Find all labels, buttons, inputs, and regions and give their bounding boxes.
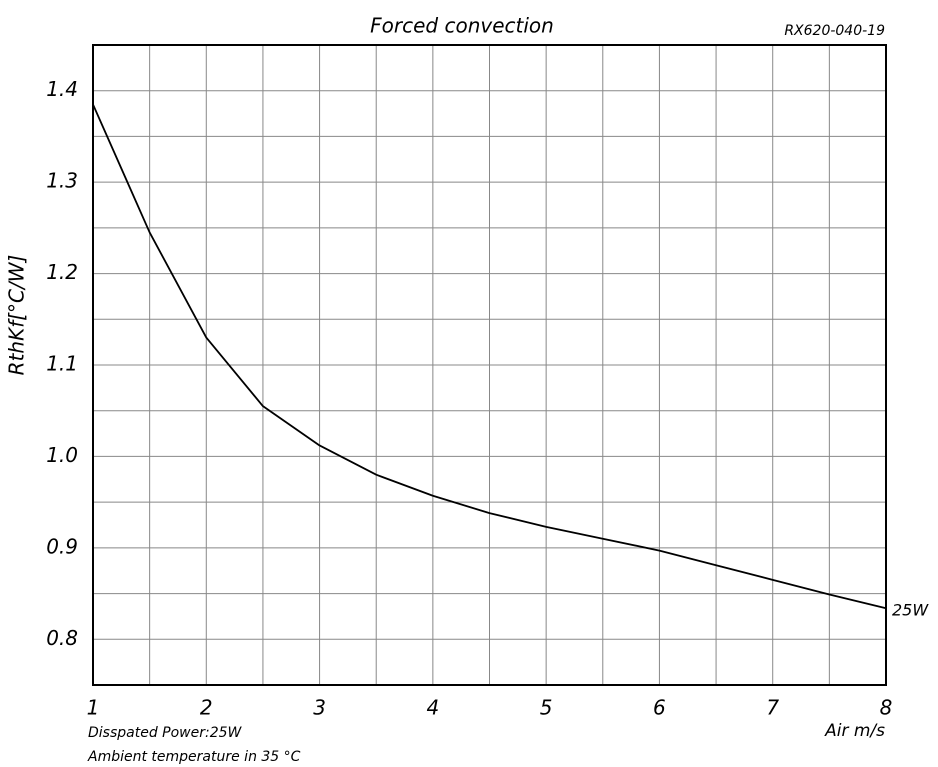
y-tick-label: 0.9	[46, 534, 78, 558]
y-tick-label: 1.0	[46, 443, 78, 467]
plot-frame	[92, 44, 887, 686]
x-tick-label: 5	[540, 696, 553, 720]
chart-title: Forced convection	[370, 14, 554, 38]
x-tick-label: 1	[87, 696, 100, 720]
y-tick-label: 0.8	[46, 626, 78, 650]
y-tick-label: 1.2	[46, 260, 78, 284]
x-tick-label: 3	[313, 696, 326, 720]
chart-subtitle: RX620-040-19	[784, 23, 885, 39]
y-tick-label: 1.1	[46, 352, 78, 376]
y-tick-label: 1.3	[46, 169, 78, 193]
annotation: Disspated Power:25W	[88, 725, 243, 741]
series-label: 25W	[892, 601, 929, 620]
y-axis-label: RthKf[°C/W]	[5, 255, 29, 376]
y-tick-label: 1.4	[46, 77, 78, 101]
x-tick-label: 7	[766, 696, 779, 720]
x-tick-label: 4	[426, 696, 439, 720]
x-axis-label: Air m/s	[824, 721, 885, 741]
x-tick-label: 8	[880, 696, 893, 720]
line-series	[92, 104, 887, 610]
x-tick-label: 6	[653, 696, 666, 720]
x-tick-label: 2	[200, 696, 213, 720]
annotation: Ambient temperature in 35 °C	[87, 749, 301, 765]
